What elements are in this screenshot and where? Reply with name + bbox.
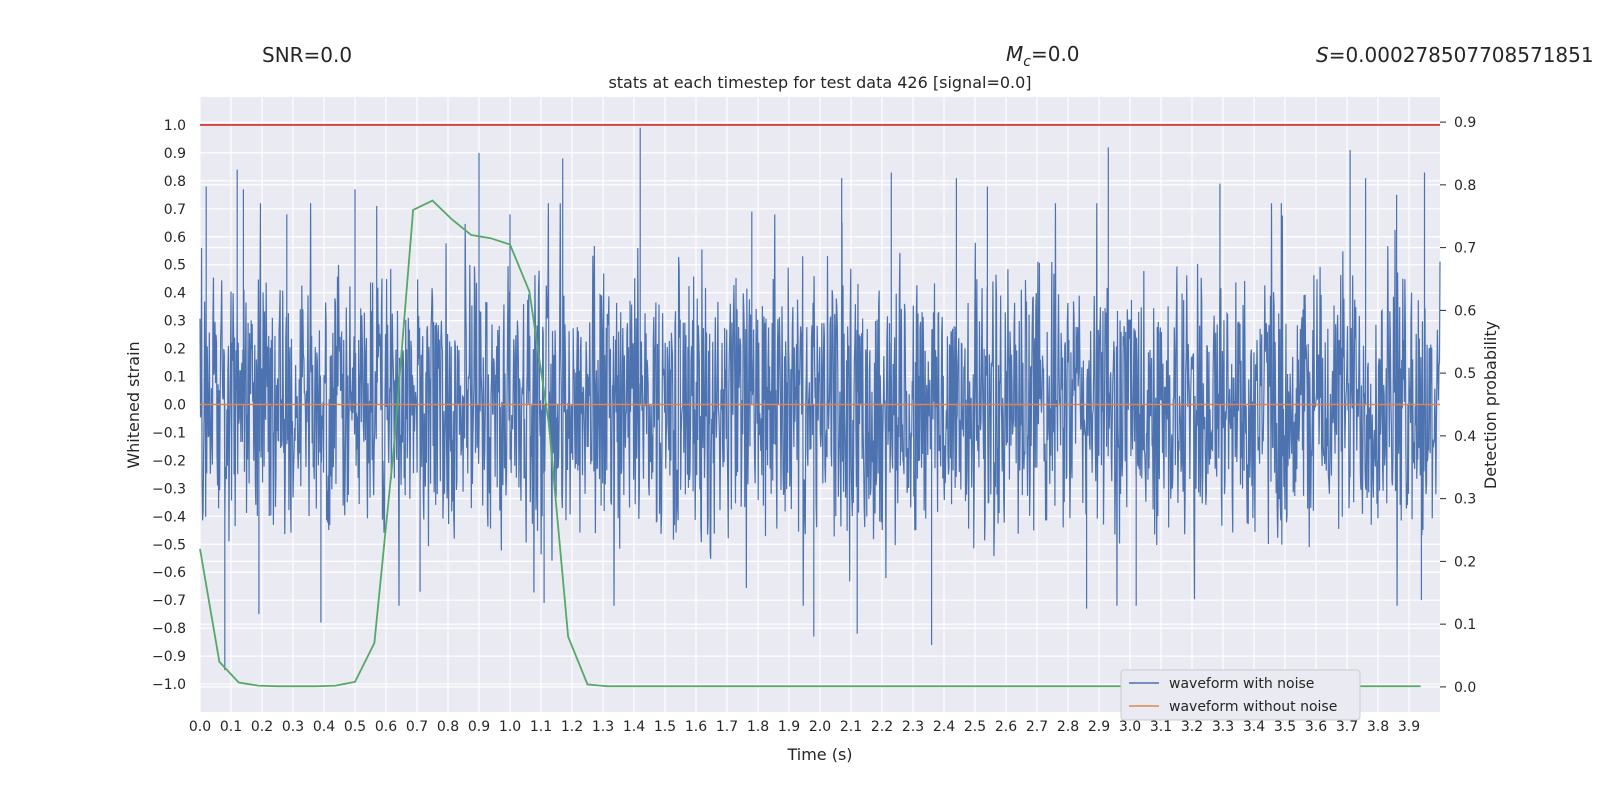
y-tick-label: −1.0 [152, 677, 186, 693]
y-right-tick-label: 0.1 [1454, 617, 1476, 633]
y-right-tick-label: 0.9 [1454, 115, 1476, 131]
x-tick-label: 0.5 [344, 719, 366, 735]
x-tick-label: 0.0 [189, 719, 211, 735]
s-stat-label: S=0.000278507708571851 [1316, 43, 1594, 67]
x-tick-label: 3.3 [1212, 719, 1234, 735]
y-right-tick-label: 0.4 [1454, 429, 1476, 445]
x-tick-label: 0.9 [468, 719, 490, 735]
y-tick-label: 1.0 [164, 118, 186, 134]
legend: waveform with noise waveform without noi… [1120, 669, 1361, 721]
x-tick-label: 1.3 [592, 719, 614, 735]
series-layer [199, 124, 1441, 688]
y-tick-label: −0.1 [152, 425, 186, 441]
x-tick-label: 2.3 [902, 719, 924, 735]
x-tick-label: 1.0 [499, 719, 521, 735]
y-right-tick-label: 0.7 [1454, 241, 1476, 257]
x-tick-label: 0.4 [313, 719, 335, 735]
y-right-tick-label: 0.0 [1454, 680, 1476, 696]
y-tick-label: −0.5 [152, 537, 186, 553]
x-tick-label: 1.1 [530, 719, 552, 735]
chirp-mass-label: Mc=0.0 [1006, 42, 1080, 70]
x-tick-label: 1.7 [716, 719, 738, 735]
s-symbol: S [1316, 43, 1329, 67]
y-tick-label: −0.9 [152, 649, 186, 665]
x-tick-label: 3.4 [1243, 719, 1265, 735]
mc-value: =0.0 [1031, 42, 1080, 66]
y-right-tick-label: 0.3 [1454, 492, 1476, 508]
x-tick-label: 0.3 [282, 719, 304, 735]
y-tick-label: −0.4 [152, 509, 186, 525]
y-tick-label: 0.4 [164, 286, 186, 302]
y-right-tick-label: 0.5 [1454, 366, 1476, 382]
x-tick-label: 3.8 [1367, 719, 1389, 735]
x-tick-label: 0.1 [220, 719, 242, 735]
x-tick-label: 3.5 [1274, 719, 1296, 735]
snr-label: SNR=0.0 [262, 43, 352, 67]
x-tick-label: 3.2 [1181, 719, 1203, 735]
y-right-tick-label: 0.8 [1454, 178, 1476, 194]
x-tick-label: 1.5 [654, 719, 676, 735]
x-tick-label: 2.8 [1057, 719, 1079, 735]
x-tick-label: 0.7 [406, 719, 428, 735]
y-tick-label: −0.8 [152, 621, 186, 637]
y-tick-label: 0.1 [164, 370, 186, 386]
y-tick-label: 0.7 [164, 202, 186, 218]
x-tick-label: 2.4 [933, 719, 955, 735]
legend-label-clean: waveform without noise [1169, 699, 1337, 715]
y-tick-label: 0.5 [164, 258, 186, 274]
y-right-tick-label: 0.2 [1454, 554, 1476, 570]
chart-title: stats at each timestep for test data 426… [608, 73, 1031, 92]
mc-subscript: c [1023, 54, 1031, 70]
x-tick-label: 1.6 [685, 719, 707, 735]
x-tick-label: 2.0 [809, 719, 831, 735]
y-right-tick-label: 0.6 [1454, 303, 1476, 319]
x-tick-label: 3.7 [1336, 719, 1358, 735]
x-tick-label: 3.9 [1398, 719, 1420, 735]
x-tick-label: 3.1 [1150, 719, 1172, 735]
s-value: =0.000278507708571851 [1329, 43, 1594, 67]
y-tick-label: −0.6 [152, 565, 186, 581]
y-tick-label: 0.8 [164, 174, 186, 190]
y-axis-label: Whitened strain [124, 341, 143, 468]
y-tick-label: −0.7 [152, 593, 186, 609]
x-tick-label: 0.6 [375, 719, 397, 735]
x-tick-label: 1.8 [747, 719, 769, 735]
x-tick-label: 2.2 [871, 719, 893, 735]
mc-symbol: M [1006, 42, 1023, 66]
y-tick-label: −0.2 [152, 453, 186, 469]
axis-layer: 0.0 0.1 0.2 0.3 0.4 0.5 0.6 0.7 0.8 0.9 1.0 1.1 1.2 1… [152, 115, 1476, 735]
y-tick-label: 0.2 [164, 342, 186, 358]
y-tick-label: 0.0 [164, 398, 186, 414]
x-tick-label: 2.9 [1088, 719, 1110, 735]
y-axis-label-right: Detection probability [1481, 321, 1500, 489]
x-tick-label: 0.8 [437, 719, 459, 735]
x-tick-label: 0.2 [251, 719, 273, 735]
x-tick-label: 2.6 [995, 719, 1017, 735]
x-axis-label: Time (s) [786, 745, 852, 764]
x-tick-label: 1.4 [623, 719, 645, 735]
x-tick-label: 2.1 [840, 719, 862, 735]
x-tick-label: 1.9 [778, 719, 800, 735]
y-tick-label: 0.9 [164, 146, 186, 162]
y-tick-label: 0.6 [164, 230, 186, 246]
x-tick-label: 2.5 [964, 719, 986, 735]
x-tick-label: 1.2 [561, 719, 583, 735]
y-tick-label: 0.3 [164, 314, 186, 330]
y-tick-label: −0.3 [152, 481, 186, 497]
x-tick-label: 2.7 [1026, 719, 1048, 735]
legend-box [1120, 669, 1361, 721]
x-tick-label: 3.0 [1119, 719, 1141, 735]
legend-label-noise: waveform with noise [1169, 676, 1314, 692]
x-tick-label: 3.6 [1305, 719, 1327, 735]
series-waveform-with-noise [199, 127, 1441, 671]
